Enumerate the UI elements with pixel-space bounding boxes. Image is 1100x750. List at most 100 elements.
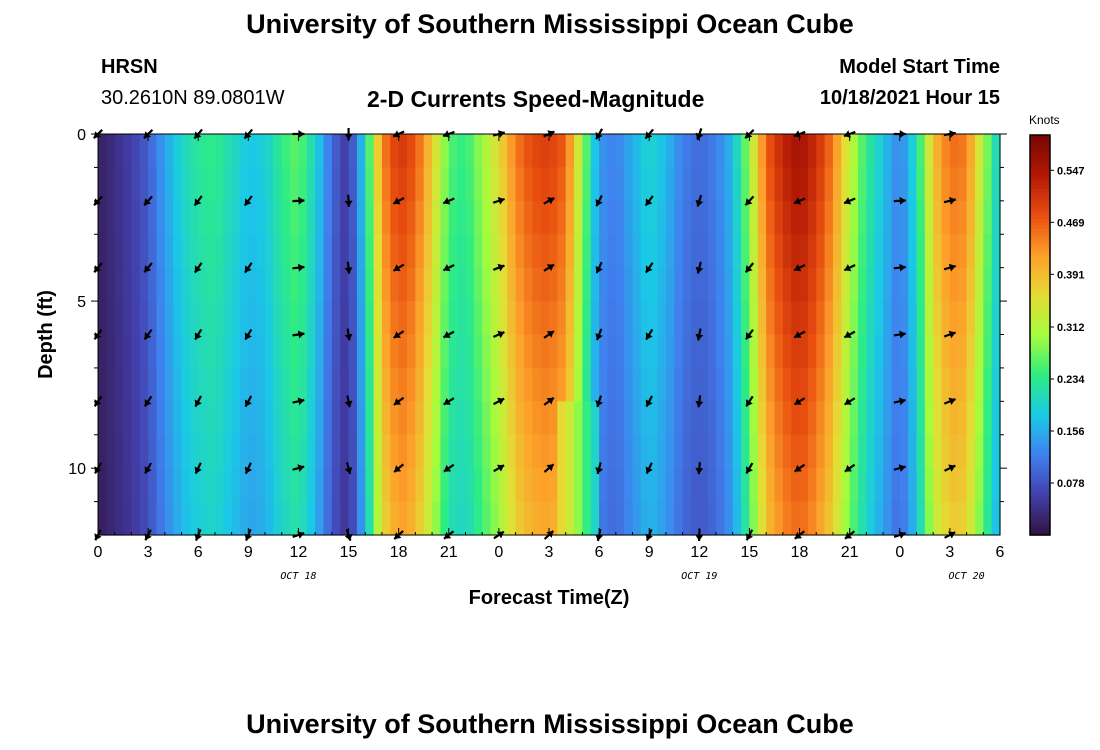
heatmap-cell [924, 434, 934, 469]
heatmap-cell [381, 267, 391, 302]
heatmap-cell [991, 200, 1001, 235]
heatmap-cell [799, 367, 809, 402]
current-arrow [492, 197, 505, 205]
heatmap-cell [557, 134, 567, 169]
station-coordinates: 30.2610N 89.0801W [101, 87, 285, 109]
heatmap-cell [323, 401, 333, 436]
heatmap-cell [356, 267, 366, 302]
heatmap-cell [206, 134, 216, 169]
heatmap-cell [599, 301, 609, 336]
heatmap-cell [557, 468, 567, 503]
heatmap-cell [265, 167, 274, 202]
heatmap-cell [340, 134, 350, 169]
heatmap-cell [290, 434, 300, 469]
current-arrow [645, 328, 654, 341]
current-arrow [492, 330, 505, 339]
heatmap-cell [465, 134, 475, 169]
colorbar-segment [1030, 398, 1050, 403]
heatmap-cell [574, 434, 584, 469]
heatmap-cell [607, 167, 617, 202]
heatmap-cell [874, 468, 884, 503]
colorbar-frame [1029, 134, 1051, 536]
heatmap-cell [465, 167, 475, 202]
heatmap-cell [290, 200, 300, 235]
heatmap-cell [774, 401, 784, 436]
heatmap-cell [473, 167, 483, 202]
heatmap-cell [515, 200, 525, 235]
x-tick-label: 6 [595, 544, 604, 561]
heatmap-cell [457, 200, 467, 235]
heatmap-cell [273, 468, 283, 503]
heatmap-cell [549, 200, 558, 235]
heatmap-cell [674, 167, 684, 202]
arrow-head [898, 397, 906, 406]
heatmap-cell [649, 334, 659, 369]
heatmap-cell [448, 434, 458, 469]
heatmap-cell [858, 134, 867, 169]
heatmap-cell [983, 367, 993, 402]
heatmap-cell [298, 434, 308, 469]
heatmap-cell [323, 334, 333, 369]
colorbar-segment [1030, 231, 1050, 236]
current-arrow [443, 463, 455, 473]
arrow-head [645, 399, 653, 407]
heatmap-cell [223, 134, 233, 169]
colorbar-segment [1030, 278, 1050, 283]
heatmap-cell [498, 367, 508, 402]
heatmap-cell [532, 134, 542, 169]
heatmap-cell [131, 167, 141, 202]
heatmap-cell [523, 367, 533, 402]
heatmap-cell [774, 468, 784, 503]
heatmap-cell [173, 367, 183, 402]
arrow-head [745, 131, 753, 139]
heatmap-cell [607, 334, 617, 369]
colorbar-segment [1030, 415, 1050, 419]
heatmap-cell [490, 401, 500, 436]
heatmap-cell [139, 434, 149, 469]
heatmap-cell [824, 134, 834, 169]
heatmap-cell [239, 267, 249, 302]
arrow-head [899, 263, 906, 272]
heatmap-cell [507, 234, 517, 269]
heatmap-cell [766, 167, 776, 202]
heatmap-cell [198, 267, 208, 302]
heatmap-cell [231, 234, 241, 269]
colorbar-segment [1030, 255, 1050, 259]
current-arrow [442, 330, 455, 339]
heatmap-cell [699, 200, 709, 235]
heatmap-cell [924, 134, 934, 169]
heatmap-cell [123, 301, 133, 336]
heatmap-cell [958, 434, 968, 469]
heatmap-cell [916, 200, 926, 235]
heatmap-cell [356, 501, 366, 536]
heatmap-cell [239, 167, 249, 202]
heatmap-cell [139, 200, 149, 235]
heatmap-cell [223, 401, 233, 436]
heatmap-cell [974, 501, 984, 536]
heatmap-cell [883, 134, 893, 169]
heatmap-cell [239, 501, 249, 536]
arrow-head [645, 198, 653, 206]
heatmap-cell [874, 200, 884, 235]
heatmap-cell [532, 501, 542, 536]
current-arrow [194, 462, 202, 475]
heatmap-cell [482, 434, 492, 469]
heatmap-cell [807, 234, 817, 269]
heatmap-cell [415, 334, 425, 369]
heatmap-cell [164, 267, 174, 302]
colorbar-segment [1030, 461, 1050, 466]
heatmap-cell [724, 434, 734, 469]
heatmap-cell [933, 501, 943, 536]
heatmap-cell [315, 501, 325, 536]
heatmap-cell [674, 234, 684, 269]
heatmap-cell [398, 401, 408, 436]
heatmap-cell [640, 434, 650, 469]
heatmap-cell [415, 200, 425, 235]
heatmap-cell [373, 367, 383, 402]
heatmap-cell [432, 267, 442, 302]
heatmap-cell [816, 367, 826, 402]
arrow-head [695, 199, 704, 207]
heatmap-cell [273, 367, 283, 402]
heatmap-cell [273, 501, 283, 536]
current-arrow [344, 462, 353, 475]
